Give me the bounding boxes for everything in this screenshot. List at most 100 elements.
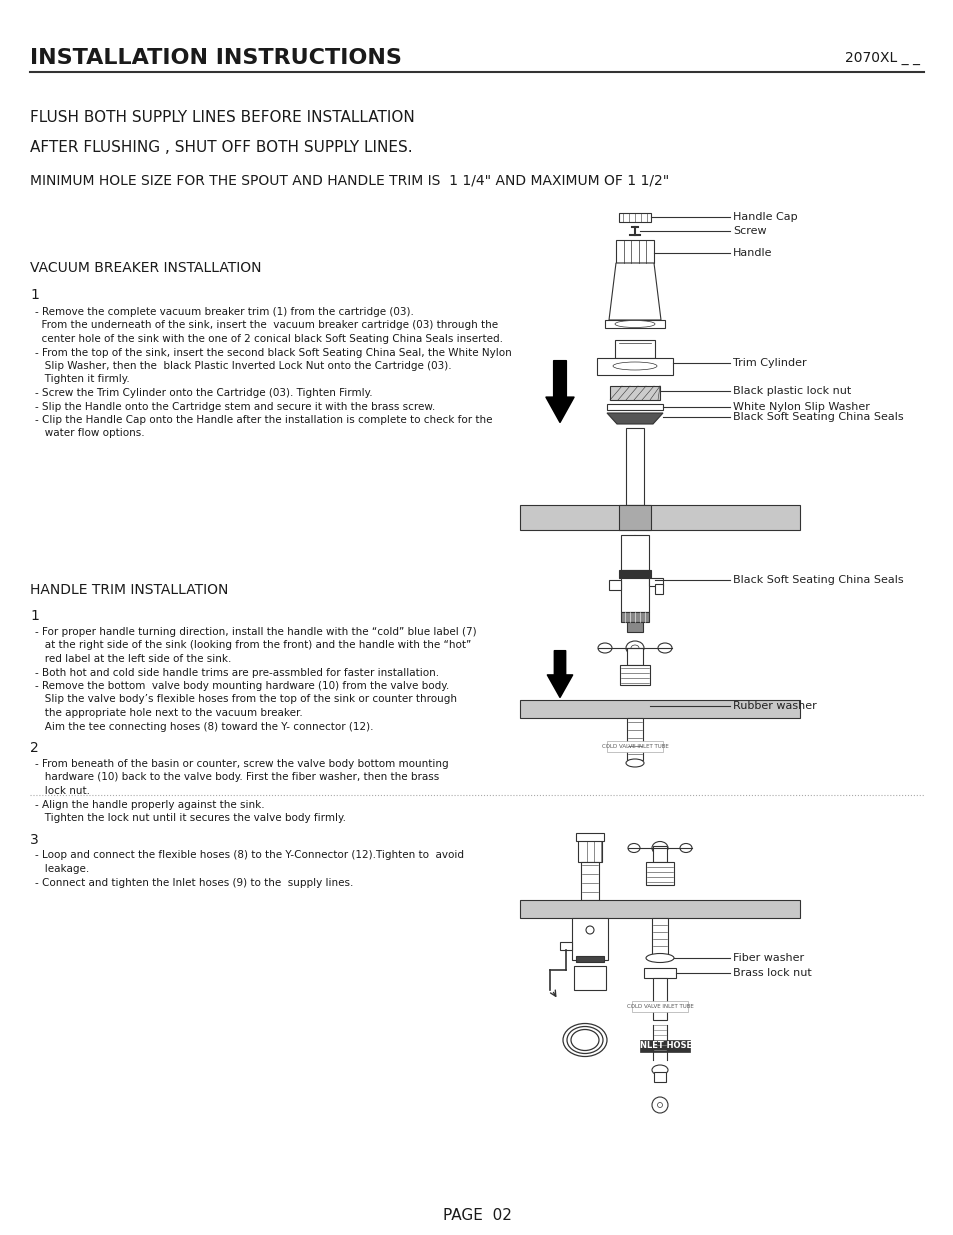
Text: the appropriate hole next to the vacuum breaker.: the appropriate hole next to the vacuum … xyxy=(35,708,302,718)
Text: Handle Cap: Handle Cap xyxy=(732,212,797,222)
Text: MINIMUM HOLE SIZE FOR THE SPOUT AND HANDLE TRIM IS  1 1/4" AND MAXIMUM OF 1 1/2": MINIMUM HOLE SIZE FOR THE SPOUT AND HAND… xyxy=(30,173,669,186)
Bar xyxy=(606,404,662,410)
Ellipse shape xyxy=(630,645,639,651)
Bar xyxy=(639,1040,689,1052)
Text: water flow options.: water flow options. xyxy=(35,429,145,438)
Bar xyxy=(616,240,654,263)
Ellipse shape xyxy=(625,641,643,655)
Bar xyxy=(626,718,642,760)
Bar xyxy=(619,664,649,685)
Text: AFTER FLUSHING , SHUT OFF BOTH SUPPLY LINES.: AFTER FLUSHING , SHUT OFF BOTH SUPPLY LI… xyxy=(30,141,413,156)
Text: Black Soft Seating China Seals: Black Soft Seating China Seals xyxy=(732,576,902,585)
Text: HANDLE TRIM INSTALLATION: HANDLE TRIM INSTALLATION xyxy=(30,583,228,597)
Bar xyxy=(631,1002,687,1011)
Bar xyxy=(645,862,673,885)
Ellipse shape xyxy=(627,844,639,852)
Text: Aim the tee connecting hoses (8) toward the Y- connector (12).: Aim the tee connecting hoses (8) toward … xyxy=(35,721,374,731)
Text: - From the top of the sink, insert the second black Soft Seating China Seal, the: - From the top of the sink, insert the s… xyxy=(35,347,511,357)
Bar xyxy=(618,571,650,578)
Text: COLD VALVE INLET TUBE: COLD VALVE INLET TUBE xyxy=(626,1004,693,1009)
Polygon shape xyxy=(606,412,662,424)
Ellipse shape xyxy=(657,1103,661,1108)
Ellipse shape xyxy=(658,643,671,653)
Bar xyxy=(578,840,601,862)
Text: COLD VALVE INLET TUBE: COLD VALVE INLET TUBE xyxy=(601,743,668,748)
Text: - Align the handle properly against the sink.: - Align the handle properly against the … xyxy=(35,799,264,809)
Text: FLUSH BOTH SUPPLY LINES BEFORE INSTALLATION: FLUSH BOTH SUPPLY LINES BEFORE INSTALLAT… xyxy=(30,110,415,126)
Ellipse shape xyxy=(615,321,655,327)
Ellipse shape xyxy=(625,760,643,767)
Bar xyxy=(655,584,662,594)
Bar xyxy=(620,613,648,622)
Bar xyxy=(618,212,650,222)
Bar xyxy=(576,832,603,841)
Text: Black plastic lock nut: Black plastic lock nut xyxy=(732,387,850,396)
Text: - Remove the bottom  valve body mounting hardware (10) from the valve body.: - Remove the bottom valve body mounting … xyxy=(35,680,449,692)
Text: red label at the left side of the sink.: red label at the left side of the sink. xyxy=(35,655,232,664)
Text: 1: 1 xyxy=(30,609,39,622)
Text: 2070XL _ _: 2070XL _ _ xyxy=(844,51,919,65)
Text: VACUUM BREAKER INSTALLATION: VACUUM BREAKER INSTALLATION xyxy=(30,261,261,275)
Bar xyxy=(626,648,642,664)
Bar xyxy=(519,700,800,718)
Text: - Both hot and cold side handle trims are pre-assmbled for faster installation.: - Both hot and cold side handle trims ar… xyxy=(35,667,438,678)
Bar xyxy=(559,942,572,950)
Text: Brass lock nut: Brass lock nut xyxy=(732,968,811,978)
Text: hardware (10) back to the valve body. First the fiber washer, then the brass: hardware (10) back to the valve body. Fi… xyxy=(35,773,438,783)
Ellipse shape xyxy=(651,841,667,855)
Bar xyxy=(654,1072,665,1082)
Text: - For proper handle turning direction, install the handle with the “cold” blue l: - For proper handle turning direction, i… xyxy=(35,627,476,637)
Text: 3: 3 xyxy=(30,832,39,846)
Text: Black Soft Seating China Seals: Black Soft Seating China Seals xyxy=(732,412,902,422)
Text: center hole of the sink with the one of 2 conical black Soft Seating China Seals: center hole of the sink with the one of … xyxy=(35,333,502,345)
Text: White Nylon Slip Washer: White Nylon Slip Washer xyxy=(732,403,869,412)
Bar xyxy=(643,968,676,978)
Bar xyxy=(648,578,662,585)
Ellipse shape xyxy=(630,536,639,545)
FancyArrowPatch shape xyxy=(547,651,572,698)
Polygon shape xyxy=(615,340,655,358)
Text: - From beneath of the basin or counter, screw the valve body bottom mounting: - From beneath of the basin or counter, … xyxy=(35,760,448,769)
Text: INSTALLATION INSTRUCTIONS: INSTALLATION INSTRUCTIONS xyxy=(30,48,401,68)
Text: Tighten it firmly.: Tighten it firmly. xyxy=(35,374,130,384)
Bar xyxy=(651,918,667,955)
Text: 1: 1 xyxy=(30,288,39,303)
Bar xyxy=(608,580,620,590)
Text: - Connect and tighten the Inlet hoses (9) to the  supply lines.: - Connect and tighten the Inlet hoses (9… xyxy=(35,878,353,888)
Text: Slip Washer, then the  black Plastic Inverted Lock Nut onto the Cartridge (03).: Slip Washer, then the black Plastic Inve… xyxy=(35,361,451,370)
Bar xyxy=(652,978,666,1020)
Bar xyxy=(652,846,666,862)
FancyArrowPatch shape xyxy=(545,361,574,422)
Bar xyxy=(618,505,650,530)
Text: Handle: Handle xyxy=(732,248,772,258)
Bar xyxy=(606,741,662,752)
Bar xyxy=(572,918,607,960)
Bar xyxy=(626,622,642,632)
Text: at the right side of the sink (looking from the front) and the handle with the “: at the right side of the sink (looking f… xyxy=(35,641,471,651)
Ellipse shape xyxy=(585,926,594,934)
Text: Rubber washer: Rubber washer xyxy=(732,701,816,711)
Text: - Slip the Handle onto the Cartridge stem and secure it with the brass screw.: - Slip the Handle onto the Cartridge ste… xyxy=(35,401,435,411)
Ellipse shape xyxy=(679,844,691,852)
Text: - Remove the complete vacuum breaker trim (1) from the cartridge (03).: - Remove the complete vacuum breaker tri… xyxy=(35,308,414,317)
Ellipse shape xyxy=(651,1097,667,1113)
Text: Tighten the lock nut until it secures the valve body firmly.: Tighten the lock nut until it secures th… xyxy=(35,813,346,823)
Text: From the underneath of the sink, insert the  vacuum breaker cartridge (03) throu: From the underneath of the sink, insert … xyxy=(35,321,497,331)
Text: Trim Cylinder: Trim Cylinder xyxy=(732,358,806,368)
Text: lock nut.: lock nut. xyxy=(35,785,90,797)
Bar xyxy=(597,358,672,375)
Text: - Clip the Handle Cap onto the Handle after the installation is complete to chec: - Clip the Handle Cap onto the Handle af… xyxy=(35,415,492,425)
Text: - Loop and connect the flexible hoses (8) to the Y-Connector (12).Tighten to  av: - Loop and connect the flexible hoses (8… xyxy=(35,851,463,861)
Bar xyxy=(609,387,659,400)
Text: Slip the valve body’s flexible hoses from the top of the sink or counter through: Slip the valve body’s flexible hoses fro… xyxy=(35,694,456,704)
Ellipse shape xyxy=(651,1065,667,1074)
Bar xyxy=(625,429,643,505)
Text: 2: 2 xyxy=(30,741,39,755)
Bar xyxy=(620,535,648,571)
Bar xyxy=(580,862,598,900)
Text: PAGE  02: PAGE 02 xyxy=(442,1208,511,1223)
Bar xyxy=(576,956,603,962)
Bar xyxy=(519,505,800,530)
Polygon shape xyxy=(608,263,660,320)
Ellipse shape xyxy=(645,953,673,962)
